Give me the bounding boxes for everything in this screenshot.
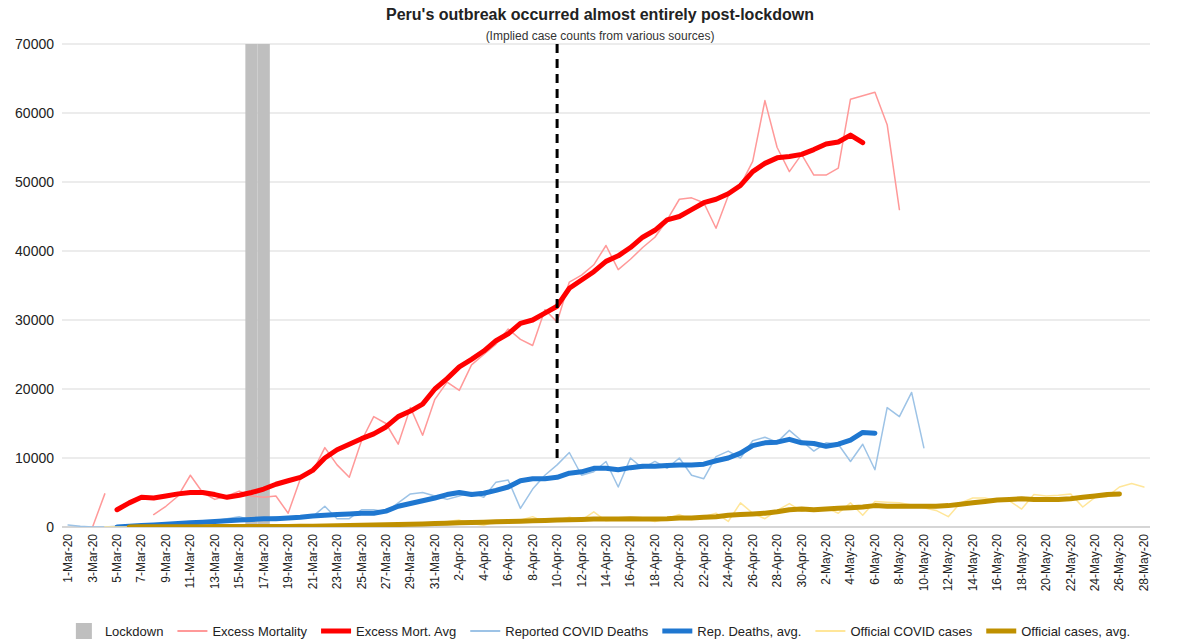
legend-swatch — [470, 630, 500, 632]
legend-label: Official cases, avg. — [1021, 624, 1130, 639]
x-tick-label: 31-Mar-20 — [428, 534, 442, 590]
legend-item: Official cases, avg. — [986, 624, 1130, 639]
legend-item: Excess Mort. Avg — [321, 624, 456, 639]
x-tick-label: 6-Apr-20 — [501, 534, 515, 581]
x-tick-label: 16-Apr-20 — [623, 534, 637, 588]
legend-label: Reported COVID Deaths — [505, 624, 649, 639]
x-tick-label: 20-Apr-20 — [672, 534, 686, 588]
legend-label: Official COVID cases — [850, 624, 972, 639]
x-tick-label: 10-Apr-20 — [550, 534, 564, 588]
series-line — [129, 494, 1119, 527]
legend-label: Excess Mortality — [212, 624, 307, 639]
x-tick-label: 2-Apr-20 — [452, 534, 466, 581]
x-tick-label: 28-Apr-20 — [770, 534, 784, 588]
grid-line — [62, 182, 1150, 183]
x-tick-label: 21-Mar-20 — [306, 534, 320, 590]
x-tick-label: 26-May-20 — [1112, 534, 1126, 592]
x-tick-label: 16-May-20 — [990, 534, 1004, 592]
x-tick-label: 7-Mar-20 — [134, 534, 148, 583]
y-tick-label: 50000 — [15, 174, 54, 190]
y-tick-label: 40000 — [15, 243, 54, 259]
x-tick-label: 5-Mar-20 — [110, 534, 124, 583]
x-tick-label: 4-May-20 — [843, 534, 857, 585]
y-tick-label: 20000 — [15, 381, 54, 397]
y-tick-label: 0 — [46, 519, 54, 535]
subtitle: (Implied case counts from various source… — [486, 29, 715, 43]
x-tick-label: 11-Mar-20 — [183, 534, 197, 589]
title: Peru's outbreak occurred almost entirely… — [386, 6, 814, 23]
x-tick-label: 14-May-20 — [966, 534, 980, 592]
x-tick-label: 25-Mar-20 — [355, 534, 369, 590]
grid-line — [62, 251, 1150, 252]
legend-item: Lockdown — [76, 623, 164, 639]
legend-item: Rep. Deaths, avg. — [662, 624, 801, 639]
series-line — [93, 92, 900, 527]
legend-swatch — [986, 629, 1016, 634]
x-tick-label: 10-May-20 — [917, 534, 931, 592]
x-tick-label: 22-Apr-20 — [697, 534, 711, 588]
legend: Lockdown Excess Mortality Excess Mort. Avg… — [76, 623, 1130, 639]
grid-line — [62, 389, 1150, 390]
plot-area — [68, 44, 1144, 527]
x-tick-label: 12-May-20 — [941, 534, 955, 592]
legend-swatch — [662, 629, 692, 634]
grid-line — [62, 113, 1150, 114]
y-tick-label: 70000 — [15, 36, 54, 52]
chart-svg: Peru's outbreak occurred almost entirely… — [0, 0, 1200, 644]
x-tick-label: 24-May-20 — [1088, 534, 1102, 592]
legend-label: Lockdown — [105, 624, 164, 639]
legend-swatch — [321, 629, 351, 634]
x-tick-label: 8-Apr-20 — [526, 534, 540, 581]
legend-swatch — [815, 630, 845, 632]
x-tick-label: 8-May-20 — [892, 534, 906, 585]
grid-line — [62, 458, 1150, 459]
x-tick-label: 14-Apr-20 — [599, 534, 613, 588]
x-tick-label: 6-May-20 — [868, 534, 882, 585]
legend-swatch — [177, 630, 207, 632]
legend-item: Reported COVID Deaths — [470, 624, 649, 639]
legend-label: Rep. Deaths, avg. — [697, 624, 801, 639]
page: Peru's outbreak occurred almost entirely… — [0, 0, 1200, 644]
x-tick-label: 19-Mar-20 — [281, 534, 295, 590]
x-tick-label: 17-Mar-20 — [257, 534, 271, 590]
x-tick-label: 13-Mar-20 — [208, 534, 222, 590]
x-tick-label: 27-Mar-20 — [379, 534, 393, 590]
grid-line — [62, 320, 1150, 321]
x-tick-label: 23-Mar-20 — [330, 534, 344, 590]
bar — [258, 44, 270, 527]
grid-line — [62, 44, 1150, 45]
x-tick-label: 2-May-20 — [819, 534, 833, 585]
legend-label: Excess Mort. Avg — [356, 624, 456, 639]
x-tick-label: 24-Apr-20 — [721, 534, 735, 588]
grid — [62, 44, 1150, 527]
y-tick-label: 30000 — [15, 312, 54, 328]
x-tick-label: 30-Apr-20 — [795, 534, 809, 588]
x-tick-label: 12-Apr-20 — [575, 534, 589, 588]
x-tick-label: 4-Apr-20 — [477, 534, 491, 581]
y-tick-label: 10000 — [15, 450, 54, 466]
y-tick-label: 60000 — [15, 105, 54, 121]
legend-item: Excess Mortality — [177, 624, 307, 639]
legend-swatch — [76, 623, 92, 639]
x-tick-label: 29-Mar-20 — [403, 534, 417, 590]
x-tick-label: 22-May-20 — [1064, 534, 1078, 592]
x-tick-label: 18-Apr-20 — [648, 534, 662, 588]
x-tick-label: 20-May-20 — [1039, 534, 1053, 592]
legend-item: Official COVID cases — [815, 624, 972, 639]
x-tick-label: 18-May-20 — [1015, 534, 1029, 592]
x-tick-label: 3-Mar-20 — [86, 534, 100, 583]
series-line — [105, 484, 1144, 527]
x-tick-label: 26-Apr-20 — [746, 534, 760, 588]
x-tick-label: 9-Mar-20 — [159, 534, 173, 583]
reference-line — [556, 44, 559, 458]
x-tick-label: 1-Mar-20 — [61, 534, 75, 583]
bar — [245, 44, 257, 527]
x-tick-label: 15-Mar-20 — [232, 534, 246, 590]
x-tick-label: 28-May-20 — [1137, 534, 1151, 592]
chart-container: Peru's outbreak occurred almost entirely… — [0, 0, 1200, 644]
series-line — [117, 135, 863, 510]
